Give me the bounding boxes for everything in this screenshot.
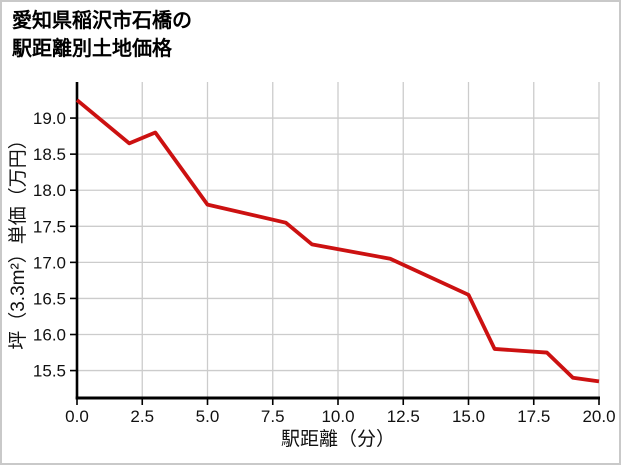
chart-title-line1: 愛知県稲沢市石橋の (12, 10, 192, 32)
x-tick-label: 12.5 (387, 407, 420, 426)
y-tick-label: 17.5 (33, 217, 66, 236)
x-tick-label: 20.0 (582, 407, 615, 426)
y-tick-label: 17.0 (33, 253, 66, 272)
x-tick-label: 0.0 (65, 407, 89, 426)
y-tick-label: 18.5 (33, 145, 66, 164)
x-tick-label: 2.5 (130, 407, 154, 426)
y-tick-label: 16.0 (33, 326, 66, 345)
chart-title-line2: 駅距離別土地価格 (12, 37, 172, 60)
x-tick-label: 10.0 (321, 407, 354, 426)
y-tick-label: 18.0 (33, 181, 66, 200)
y-tick-label: 15.5 (33, 362, 66, 381)
y-tick-label: 19.0 (33, 109, 66, 128)
x-tick-label: 5.0 (196, 407, 220, 426)
x-tick-label: 15.0 (452, 407, 485, 426)
price-line (75, 98, 600, 384)
y-tick-label: 16.5 (33, 289, 66, 308)
chart-title: 愛知県稲沢市石橋の 駅距離別土地価格 (12, 8, 192, 63)
x-tick-label: 7.5 (261, 407, 285, 426)
x-tick-label: 17.5 (517, 407, 550, 426)
x-axis-label: 駅距離（分） (281, 428, 395, 450)
y-axis-label: 坪（3.3m²）単価（万円） (7, 130, 29, 350)
